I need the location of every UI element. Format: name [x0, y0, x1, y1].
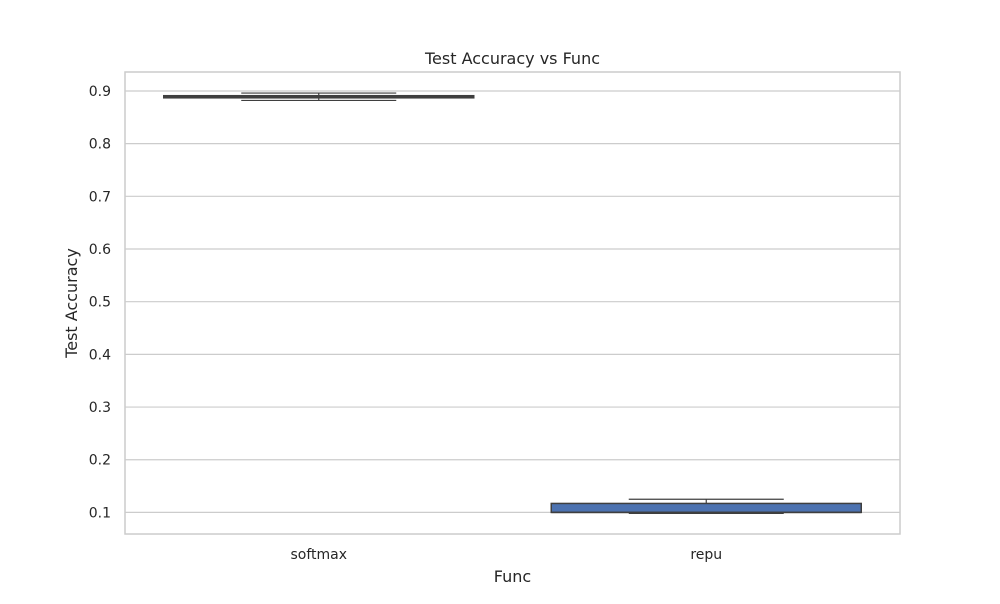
box-softmax — [163, 92, 475, 102]
box-repu — [550, 498, 862, 515]
y-tick-label: 0.4 — [89, 347, 111, 363]
box-series — [163, 92, 862, 515]
x-axis-label: Func — [494, 567, 531, 586]
y-tick-label: 0.9 — [89, 84, 111, 100]
box-iqr — [550, 502, 862, 514]
plot-area-border — [124, 71, 901, 535]
x-tick-label: repu — [690, 547, 722, 563]
y-tick-label: 0.3 — [89, 400, 111, 416]
y-tick-label: 0.1 — [89, 505, 111, 521]
chart-title: Test Accuracy vs Func — [424, 49, 600, 68]
y-axis-label: Test Accuracy — [62, 248, 81, 359]
y-tick-label: 0.8 — [89, 137, 111, 153]
y-tick-label: 0.5 — [89, 295, 111, 311]
x-tick-labels: softmax repu — [290, 547, 722, 563]
y-tick-label: 0.2 — [89, 453, 111, 469]
y-tick-label: 0.7 — [89, 189, 111, 205]
x-tick-label: softmax — [290, 547, 347, 563]
y-tick-label: 0.6 — [89, 242, 111, 258]
grid-lines — [125, 90, 900, 514]
y-tick-labels: 0.1 0.2 0.3 0.4 0.5 0.6 0.7 0.8 0.9 — [89, 84, 111, 521]
